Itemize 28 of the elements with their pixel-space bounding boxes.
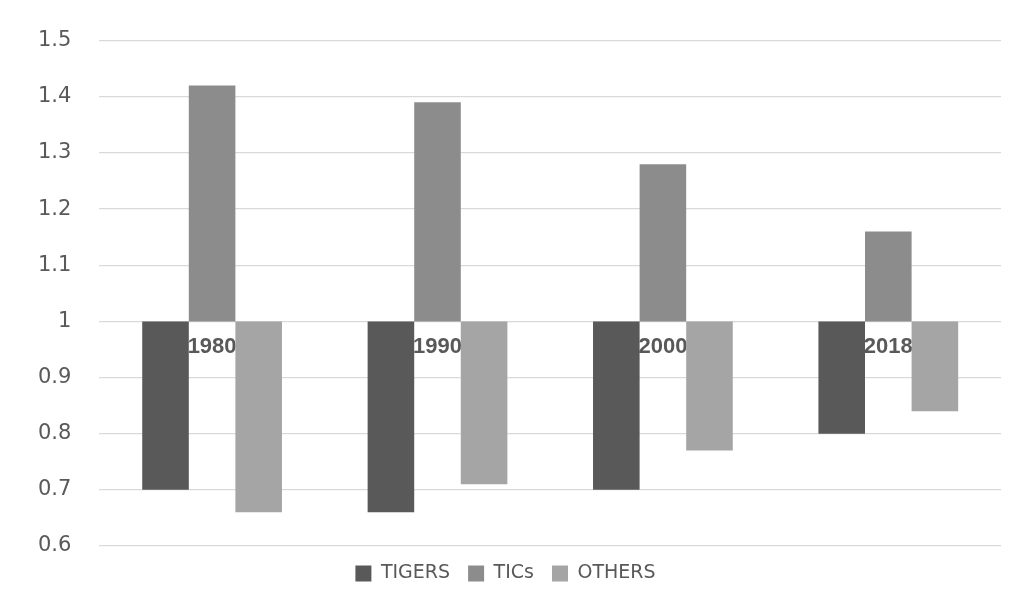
y-tick-label: 1.1 (37, 251, 72, 276)
bar (235, 321, 282, 513)
x-tick-label: 1990 (413, 332, 462, 358)
bar (911, 321, 959, 412)
bar (414, 102, 461, 322)
y-tick-label: 0.7 (37, 476, 72, 501)
bar (142, 321, 189, 490)
bar (188, 85, 236, 322)
legend-label: TICs (492, 560, 534, 583)
bar (639, 164, 687, 322)
bar (818, 321, 866, 434)
bar (593, 321, 640, 490)
legend-label: OTHERS (577, 560, 656, 583)
bar (686, 321, 733, 451)
y-tick-label: 1.4 (37, 83, 72, 108)
y-tick-label: 1.5 (37, 27, 72, 52)
y-tick-label: 1 (58, 307, 72, 332)
y-tick-label: 0.8 (37, 420, 72, 445)
legend-label: TIGERS (379, 560, 451, 583)
bar (460, 321, 508, 485)
x-tick-label: 2018 (863, 332, 913, 358)
x-tick-label: 1980 (187, 332, 237, 358)
bar (865, 231, 912, 322)
y-tick-label: 1.3 (37, 139, 72, 164)
bar (367, 321, 415, 513)
y-tick-label: 1.2 (37, 195, 72, 220)
y-tick-label: 0.9 (37, 363, 72, 388)
y-tick-label: 0.6 (37, 532, 72, 557)
